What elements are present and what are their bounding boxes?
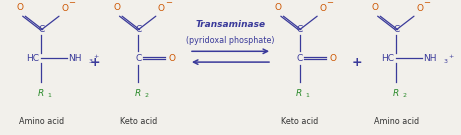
Text: (pyridoxal phosphate): (pyridoxal phosphate) <box>186 36 275 45</box>
Text: R: R <box>37 89 44 98</box>
Text: C: C <box>296 54 303 63</box>
Text: Amino acid: Amino acid <box>19 117 64 126</box>
Text: Keto acid: Keto acid <box>120 117 157 126</box>
Text: +: + <box>352 56 363 69</box>
Text: C: C <box>38 25 45 34</box>
Text: C: C <box>135 54 142 63</box>
Text: C: C <box>393 25 400 34</box>
Text: C: C <box>135 25 142 34</box>
Text: +: + <box>89 56 100 69</box>
Text: C: C <box>296 25 303 34</box>
Text: R: R <box>134 89 141 98</box>
Text: 3: 3 <box>443 59 447 64</box>
Text: −: − <box>326 0 334 7</box>
Text: 3: 3 <box>88 59 92 64</box>
Text: HC: HC <box>26 54 39 63</box>
Text: −: − <box>68 0 76 7</box>
Text: O: O <box>168 54 175 63</box>
Text: 2: 2 <box>402 93 407 98</box>
Text: NH: NH <box>423 54 436 63</box>
Text: Transaminase: Transaminase <box>195 20 266 29</box>
Text: O: O <box>416 4 423 13</box>
Text: −: − <box>423 0 431 7</box>
Text: Keto acid: Keto acid <box>281 117 318 126</box>
Text: +: + <box>93 54 98 59</box>
Text: 2: 2 <box>144 93 148 98</box>
Text: R: R <box>296 89 302 98</box>
Text: O: O <box>61 4 68 13</box>
Text: O: O <box>372 3 379 12</box>
Text: HC: HC <box>381 54 394 63</box>
Text: O: O <box>158 4 165 13</box>
Text: O: O <box>319 4 326 13</box>
Text: O: O <box>275 3 282 12</box>
Text: O: O <box>17 3 24 12</box>
Text: 1: 1 <box>306 93 309 98</box>
Text: −: − <box>165 0 172 7</box>
Text: 1: 1 <box>47 93 51 98</box>
Text: O: O <box>330 54 337 63</box>
Text: R: R <box>392 89 399 98</box>
Text: Amino acid: Amino acid <box>374 117 419 126</box>
Text: +: + <box>448 54 453 59</box>
Text: NH: NH <box>68 54 81 63</box>
Text: O: O <box>113 3 121 12</box>
